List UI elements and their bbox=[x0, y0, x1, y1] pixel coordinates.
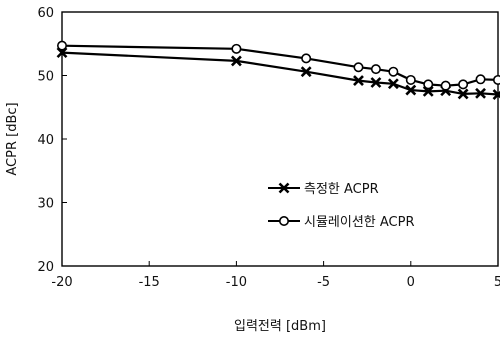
axis-ticks: -20 -15 -10 -5 0 5 20 30 40 50 60 bbox=[37, 6, 500, 290]
data-point-simulated bbox=[370, 64, 381, 75]
data-point-simulated bbox=[475, 74, 486, 85]
series-line-measured bbox=[61, 51, 499, 96]
legend: 측정한 ACPR 시뮬레이션한 ACPR bbox=[268, 182, 415, 230]
data-point-simulated bbox=[301, 53, 312, 64]
data-point-simulated bbox=[405, 74, 416, 85]
legend-marker-x bbox=[278, 182, 290, 194]
data-point-measured bbox=[230, 55, 242, 67]
data-point-simulated bbox=[56, 40, 67, 51]
y-axis-label: ACPR [dBc] bbox=[5, 102, 20, 175]
legend-marker-measured bbox=[278, 182, 290, 194]
legend-label-simulated: 시뮬레이션한 ACPR bbox=[304, 215, 415, 230]
data-point-measured bbox=[353, 75, 364, 86]
x-axis-label: 입력전력 [dBm] bbox=[234, 319, 326, 334]
legend-label-measured: 측정한 ACPR bbox=[304, 182, 379, 197]
data-point-measured bbox=[492, 89, 500, 100]
y-tick-label: 30 bbox=[37, 197, 54, 212]
x-tick-label: 0 bbox=[407, 275, 415, 290]
plot-area bbox=[61, 11, 499, 267]
y-tick-label: 50 bbox=[37, 70, 54, 85]
data-point-simulated bbox=[423, 79, 434, 90]
data-point-simulated bbox=[231, 43, 242, 54]
legend-marker-simulated bbox=[278, 216, 289, 227]
data-point-measured bbox=[475, 87, 486, 99]
data-point-simulated bbox=[388, 66, 399, 77]
data-point-measured bbox=[457, 88, 469, 100]
data-point-simulated bbox=[493, 74, 500, 85]
data-point-measured bbox=[370, 77, 382, 88]
data-point-measured bbox=[405, 84, 417, 96]
legend-marker-o bbox=[278, 216, 289, 227]
y-tick-label: 60 bbox=[37, 6, 54, 21]
data-point-simulated bbox=[458, 79, 469, 90]
x-tick-label: -15 bbox=[139, 275, 160, 290]
x-tick-label: -20 bbox=[51, 275, 72, 290]
data-point-measured bbox=[300, 66, 312, 78]
x-tick-label: -5 bbox=[317, 275, 330, 290]
x-tick-label: -10 bbox=[226, 275, 247, 290]
data-point-simulated bbox=[353, 62, 364, 73]
y-tick-label: 20 bbox=[37, 260, 54, 275]
y-tick-label: 40 bbox=[37, 133, 54, 148]
data-point-simulated bbox=[440, 80, 451, 91]
x-tick-label: 5 bbox=[494, 275, 500, 290]
data-point-measured bbox=[387, 78, 399, 90]
series-layer bbox=[56, 40, 500, 100]
